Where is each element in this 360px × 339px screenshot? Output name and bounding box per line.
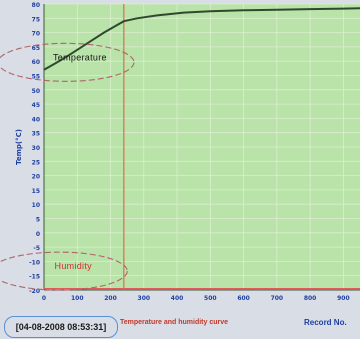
y-tick-label: 25	[32, 159, 40, 166]
x-tick-label: 600	[237, 295, 250, 302]
x-tick-label: 100	[71, 295, 84, 302]
y-tick-label: 45	[32, 102, 40, 109]
y-tick-label: -10	[29, 259, 40, 266]
y-tick-label: 65	[32, 45, 40, 52]
y-tick-label: 35	[32, 131, 40, 138]
x-axis-label: Record No.	[304, 318, 347, 327]
y-tick-label: -15	[29, 274, 40, 281]
x-tick-label: 500	[204, 295, 217, 302]
y-tick-label: 70	[32, 31, 40, 38]
x-tick-label: 400	[171, 295, 184, 302]
x-tick-label: 700	[271, 295, 284, 302]
x-tick-label: 200	[104, 295, 117, 302]
y-tick-label: 20	[32, 174, 40, 181]
x-tick-label: 300	[138, 295, 151, 302]
y-tick-label: -5	[33, 245, 40, 252]
y-tick-label: 10	[32, 202, 40, 209]
y-tick-label: 60	[32, 59, 40, 66]
x-tick-label: 800	[304, 295, 317, 302]
status-note: Temperature and humidity curve	[120, 319, 228, 326]
x-tick-label: 0	[42, 295, 46, 302]
y-tick-label: 15	[32, 188, 40, 195]
y-tick-label: 30	[32, 145, 40, 152]
y-tick-label: 0	[36, 231, 40, 238]
annotation-label-humidity: Humidity	[55, 261, 93, 271]
annotation-label-temperature: Temperature	[53, 52, 107, 62]
y-tick-label: 5	[36, 217, 40, 224]
y-tick-label: 50	[32, 88, 40, 95]
datetime-badge: [04-08-2008 08:53:31]	[4, 316, 118, 338]
y-tick-label: 40	[32, 116, 40, 123]
x-tick-label: 900	[337, 295, 350, 302]
y-tick-label: 80	[32, 2, 40, 9]
y-tick-label: 75	[32, 16, 40, 23]
y-axis-label: Temp(°C)	[15, 129, 23, 165]
